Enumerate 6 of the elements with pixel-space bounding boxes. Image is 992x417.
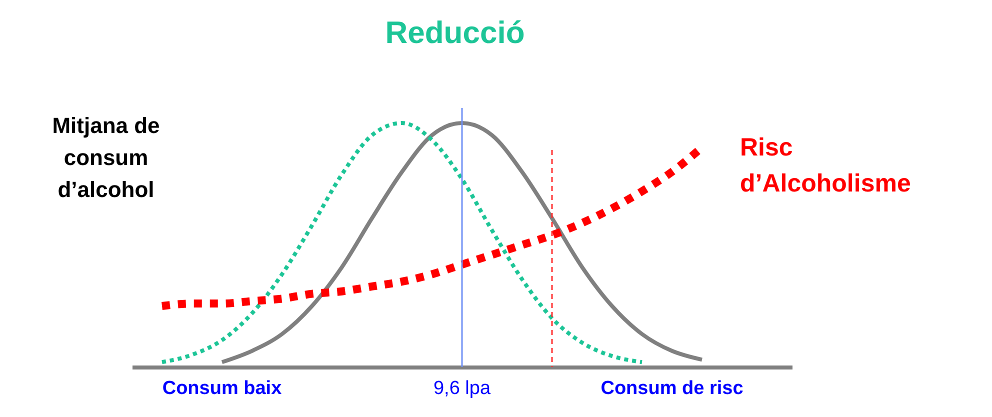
x-tick-label: 9,6 lpa	[433, 378, 491, 399]
chart-title: Reducció	[385, 15, 525, 50]
annotation: Mitjana de consum d’alcohol	[52, 113, 160, 202]
series-label: Risc d’Alcoholisme	[740, 133, 911, 198]
x-tick-label: Consum baix	[162, 378, 282, 399]
x-tick-label: Consum de risc	[600, 378, 744, 399]
